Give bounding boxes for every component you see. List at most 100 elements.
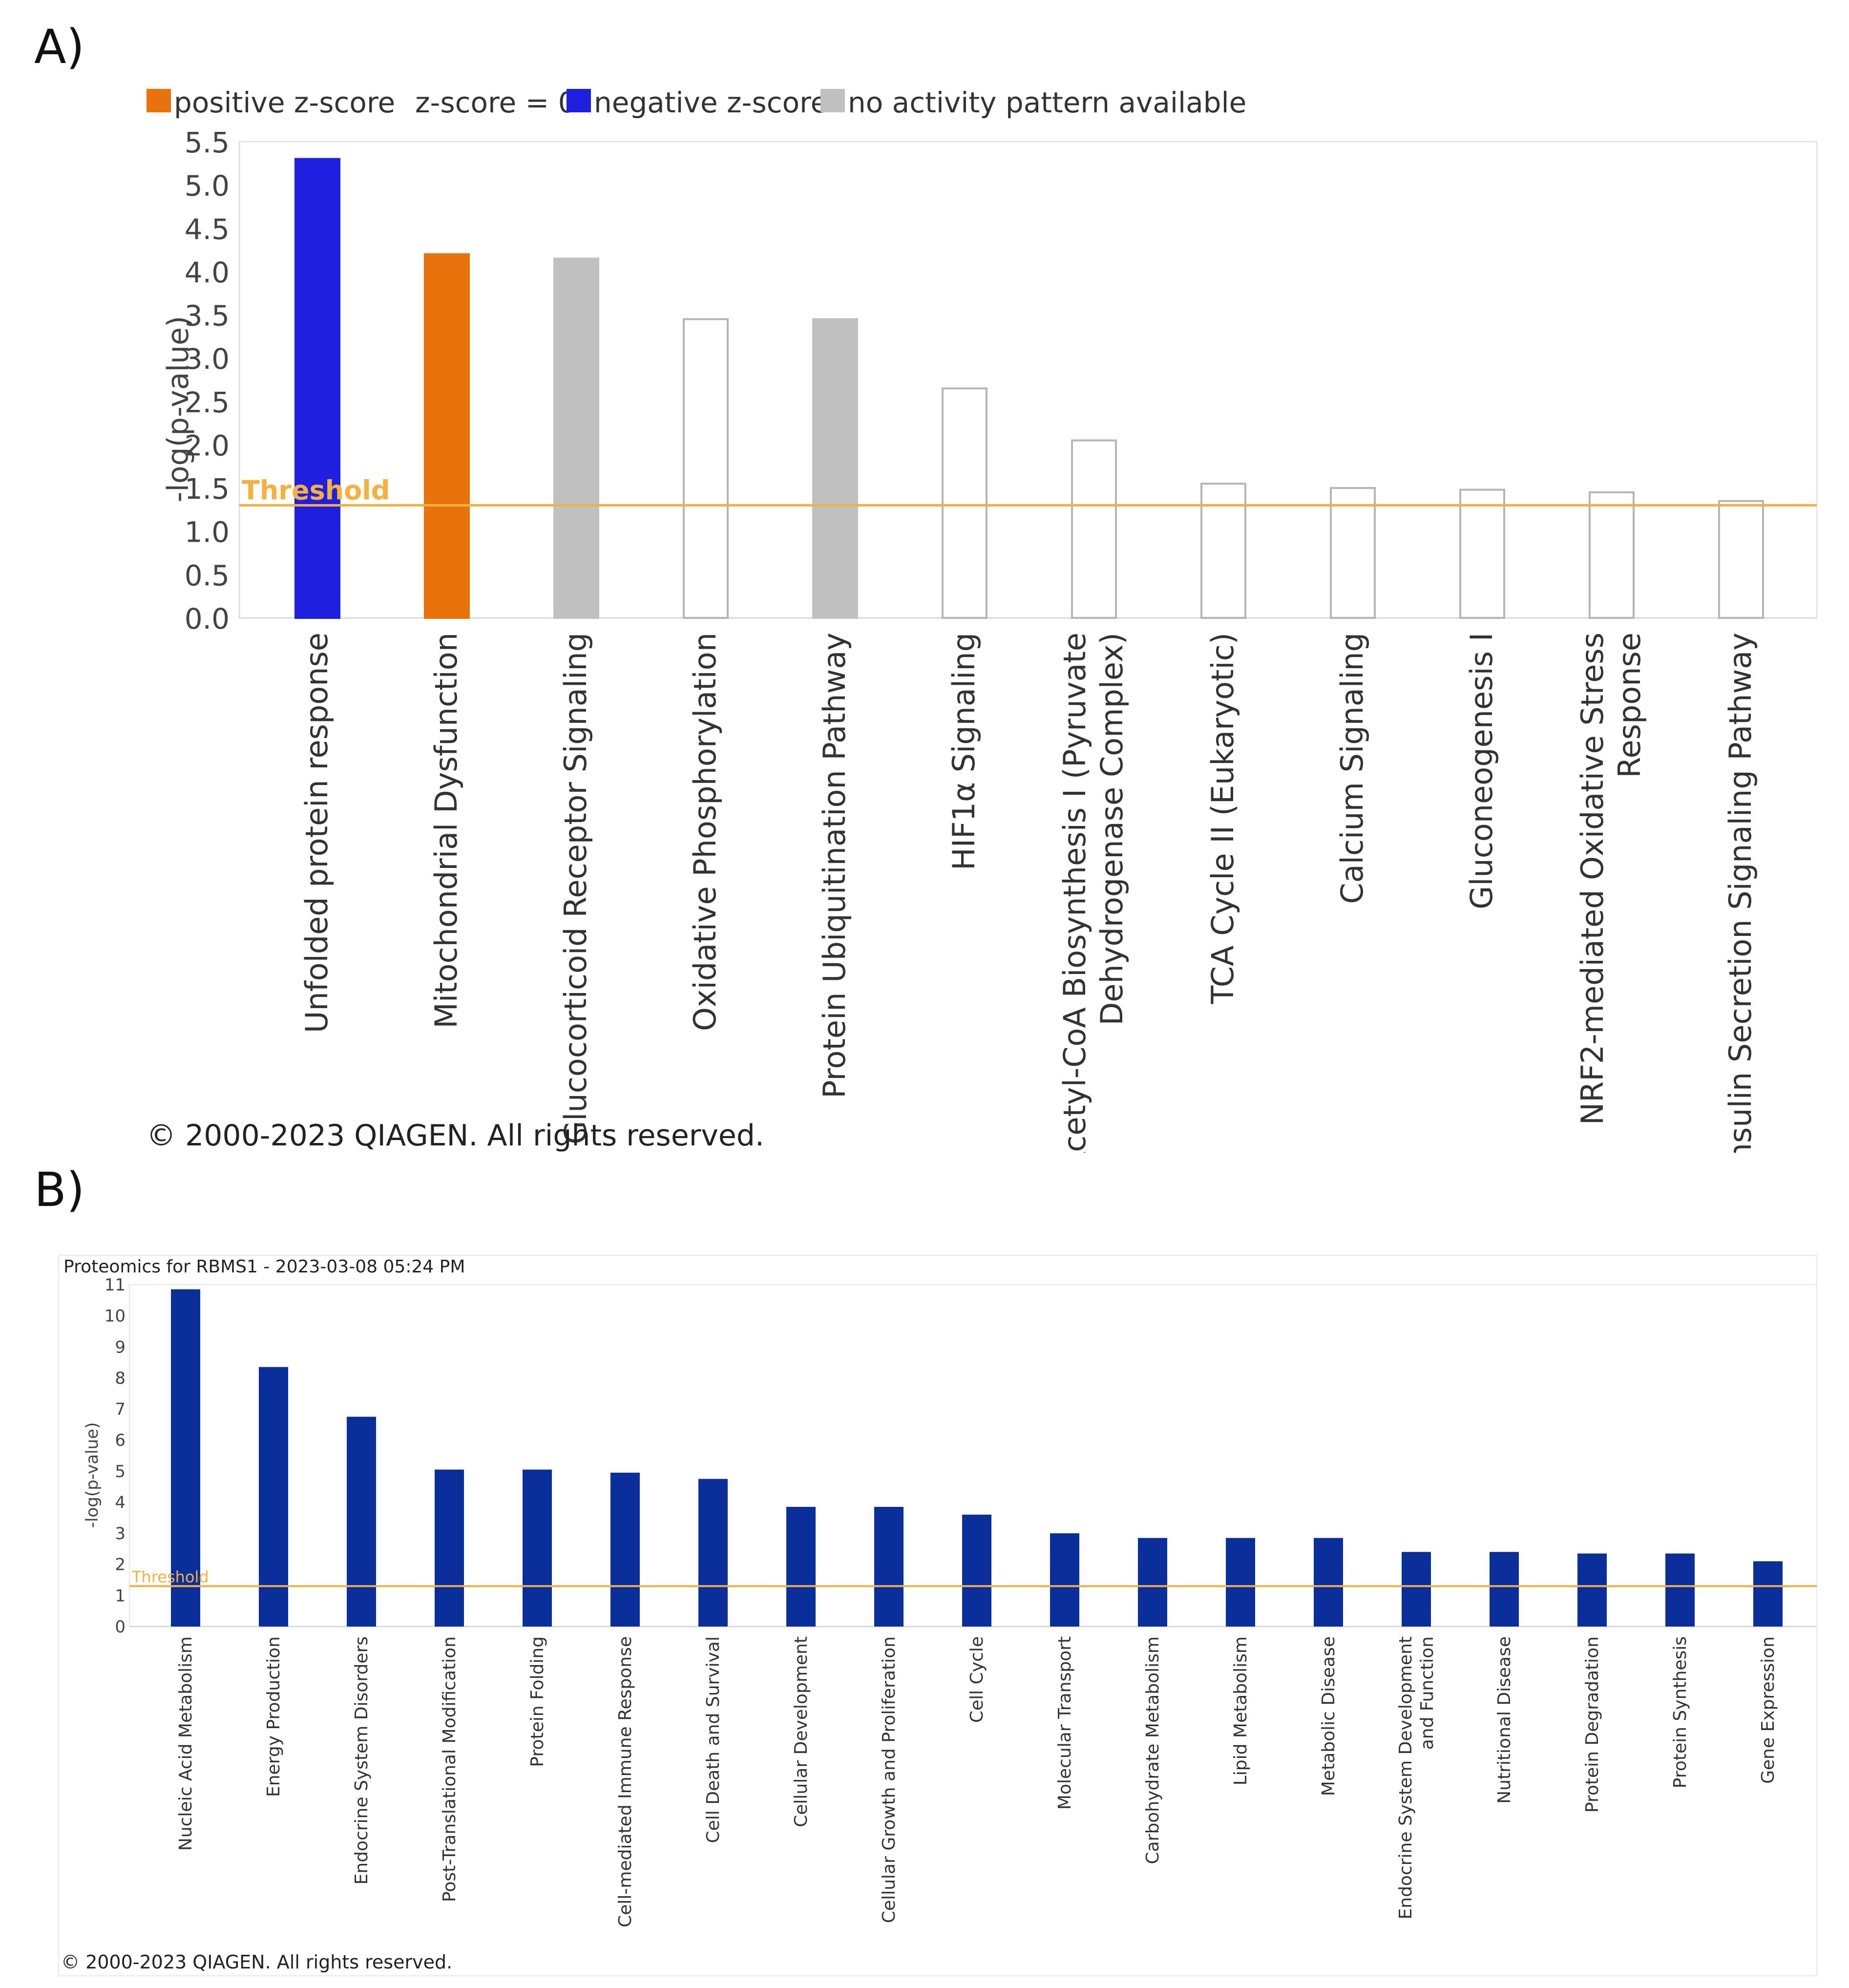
chart-b-bar <box>1665 1553 1695 1627</box>
chart-b-bar <box>1138 1538 1167 1627</box>
chart-a-ytick-label: 3.0 <box>185 342 230 376</box>
chart-b-bar <box>1490 1552 1519 1627</box>
chart-b-bar <box>1226 1538 1255 1627</box>
chart-a-bar <box>1071 439 1117 619</box>
chart-b-ytick-label: 10 <box>105 1307 126 1326</box>
chart-b-ytick-label: 1 <box>115 1586 126 1606</box>
chart-b-bar <box>610 1473 640 1627</box>
chart-a-bar <box>1459 488 1505 619</box>
chart-a-category-label: Response <box>1612 633 1647 778</box>
chart-b-bar <box>874 1507 903 1627</box>
chart-a-bar <box>683 318 729 619</box>
chart-a-ytick-label: 5.5 <box>185 126 230 159</box>
chart-a-legend-label: negative z-score <box>594 86 828 119</box>
chart-b-category-label: Protein Degradation <box>1582 1636 1602 1813</box>
chart-a-legend-label: positive z-score <box>174 86 395 119</box>
chart-a-ytick-label: 4.5 <box>185 212 230 246</box>
chart-b-category-label: Cellular Development <box>791 1636 811 1827</box>
chart-a-bar <box>1330 487 1376 619</box>
chart-a-bar <box>1589 491 1635 619</box>
chart-a-ytick-label: 1.0 <box>185 516 230 549</box>
chart-b-ytick-label: 3 <box>115 1524 126 1544</box>
chart-a-bar <box>812 318 858 619</box>
chart-b-category-label: Carbohydrate Metabolism <box>1143 1636 1163 1864</box>
chart-a-legend-swatch <box>567 89 591 112</box>
chart-a-category-label: Protein Ubiquitination Pathway <box>817 633 852 1099</box>
chart-b-category-label: Gene Expression <box>1758 1636 1778 1784</box>
chart-b-bar <box>347 1417 376 1627</box>
chart-b-category-label: Cellular Growth and Proliferation <box>879 1636 899 1923</box>
chart-a-category-label: NRF2-mediated Oxidative Stress <box>1575 633 1610 1125</box>
chart-b-ytick-label: 11 <box>105 1275 126 1295</box>
chart-b-bar <box>1402 1552 1431 1627</box>
chart-a-ytick-label: 2.5 <box>185 386 230 419</box>
chart-b-ytick-label: 8 <box>115 1369 126 1388</box>
chart-b-category-label: and Function <box>1417 1636 1437 1750</box>
chart-b-bar <box>1050 1533 1079 1627</box>
chart-a-bar <box>942 387 988 619</box>
chart-b-ytick-label: 5 <box>115 1462 126 1481</box>
chart-a-category-label: Acetyl-CoA Biosynthesis I (Pyruvate <box>1057 633 1093 1153</box>
chart-b-category-label: Energy Production <box>264 1636 284 1797</box>
chart-a-category-label: Mitochondrial Dysfunction <box>428 633 464 1029</box>
chart-b-category-label: Cell-mediated Immune Response <box>615 1636 635 1927</box>
chart-b-bar <box>1314 1538 1343 1627</box>
chart-b-category-label: Post-Translational Modification <box>440 1636 460 1902</box>
chart-b-category-label: Nucleic Acid Metabolism <box>176 1636 196 1851</box>
chart-a-category-label: Glucocorticoid Receptor Signaling <box>558 633 593 1144</box>
chart-b-category-label: Cell Cycle <box>967 1636 987 1723</box>
chart-b-bar <box>698 1479 728 1627</box>
chart-a-category-label: Gluconeogenesis I <box>1464 633 1499 909</box>
chart-a-ytick-label: 5.0 <box>185 169 230 203</box>
chart-a-category-label: Insulin Secretion Signaling Pathway <box>1723 633 1758 1153</box>
chart-a-bar <box>1718 500 1764 619</box>
chart-b-bar <box>171 1289 200 1627</box>
chart-a-legend-swatch <box>147 89 171 112</box>
chart-a-legend-label: z-score = 0 <box>415 86 576 119</box>
chart-a-legend-label: no activity pattern available <box>848 86 1246 119</box>
chart-b-category-label: Cell Death and Survival <box>703 1636 723 1843</box>
chart-b-category-label: Protein Synthesis <box>1670 1636 1690 1788</box>
chart-b-category-label: Nutritional Disease <box>1494 1636 1514 1804</box>
chart-b-category-label: Protein Folding <box>527 1636 547 1767</box>
chart-b-bar <box>786 1507 816 1627</box>
chart-b-bar <box>1753 1561 1783 1627</box>
chart-a-bar <box>424 253 470 619</box>
chart-a: 0.0 0.5 1.0 1.5 2.0 2.5 3.0 3.5 4.0 4.5 5.0 5.5 -log… <box>147 86 1818 1153</box>
chart-a-threshold-label: Threshold <box>242 475 390 506</box>
panel-b-label: B) <box>34 1163 85 1217</box>
chart-b-bar <box>1577 1553 1607 1627</box>
panel-a-label: A) <box>34 20 85 74</box>
chart-a-category-label: TCA Cycle II (Eukaryotic) <box>1205 633 1240 1004</box>
chart-b-ytick-label: 2 <box>115 1555 126 1575</box>
chart-b-category-label: Metabolic Disease <box>1319 1636 1339 1796</box>
chart-b-bar <box>435 1469 464 1627</box>
chart-b-threshold-label: Threshold <box>131 1567 209 1586</box>
chart-b-category-label: Molecular Transport <box>1055 1636 1075 1810</box>
chart-b-bar <box>523 1469 552 1627</box>
chart-a-ytick-label: 0.0 <box>185 602 230 635</box>
chart-a-category-label: Unfolded protein response <box>299 633 335 1033</box>
chart-b-ytick-label: 7 <box>115 1400 126 1419</box>
chart-a-category-label: Calcium Signaling <box>1334 633 1370 904</box>
chart-b-category-label: Endocrine System Development <box>1396 1636 1416 1919</box>
chart-a-category-label: Oxidative Phosphorylation <box>687 633 723 1031</box>
chart-a-ytick-label: 4.0 <box>185 256 230 289</box>
chart-a-ytick-label: 2.0 <box>185 429 230 462</box>
chart-a-legend-swatch <box>820 89 845 112</box>
chart-a-category-label: Dehydrogenase Complex) <box>1094 633 1130 1025</box>
chart-b-ytick-label: 0 <box>115 1617 126 1637</box>
chart-b-copyright: © 2000-2023 QIAGEN. All rights reserved. <box>61 1951 452 1973</box>
chart-b-title: Proteomics for RBMS1 - 2023-03-08 05:24 … <box>63 1257 465 1277</box>
chart-a-ytick-label: 1.5 <box>185 472 230 506</box>
chart-b-ytick-label: 6 <box>115 1431 126 1450</box>
chart-a-copyright: © 2000-2023 QIAGEN. All rights reserved. <box>147 1119 764 1153</box>
chart-b-y-axis-label: -log(p-value) <box>83 1422 102 1528</box>
chart-a-category-label: HIF1α Signaling <box>946 633 982 870</box>
chart-b-bar <box>962 1514 991 1627</box>
chart-b-ytick-label: 4 <box>115 1493 126 1512</box>
chart-b-ytick-label: 9 <box>115 1337 126 1357</box>
chart-b-outer-frame <box>58 1254 1818 1977</box>
chart-b-bar <box>259 1367 288 1627</box>
